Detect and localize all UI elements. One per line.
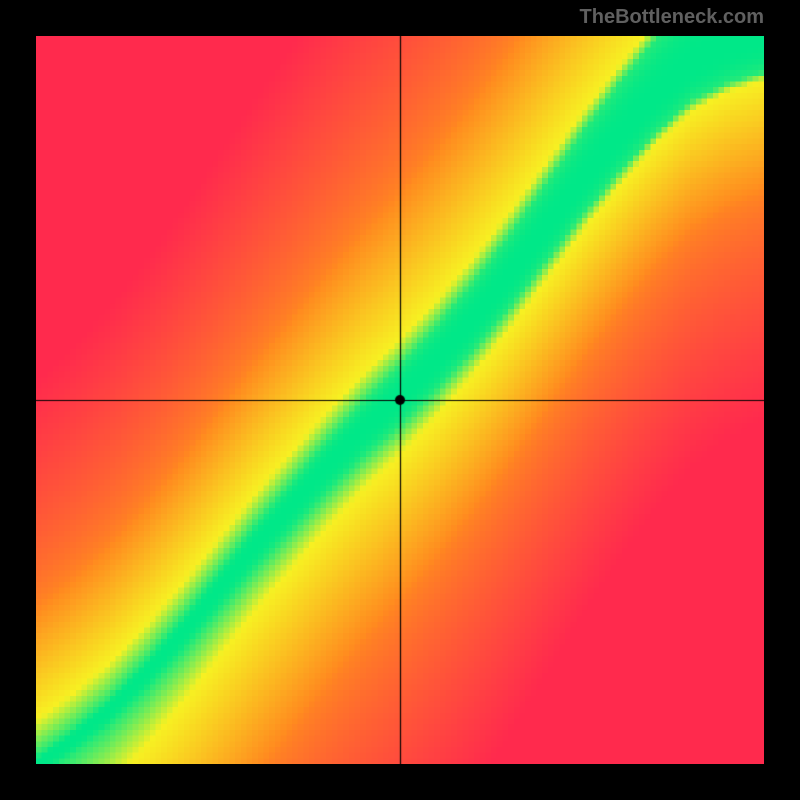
chart-stage: TheBottleneck.com	[0, 0, 800, 800]
watermark-text: TheBottleneck.com	[580, 6, 764, 29]
bottleneck-heatmap	[36, 36, 764, 764]
